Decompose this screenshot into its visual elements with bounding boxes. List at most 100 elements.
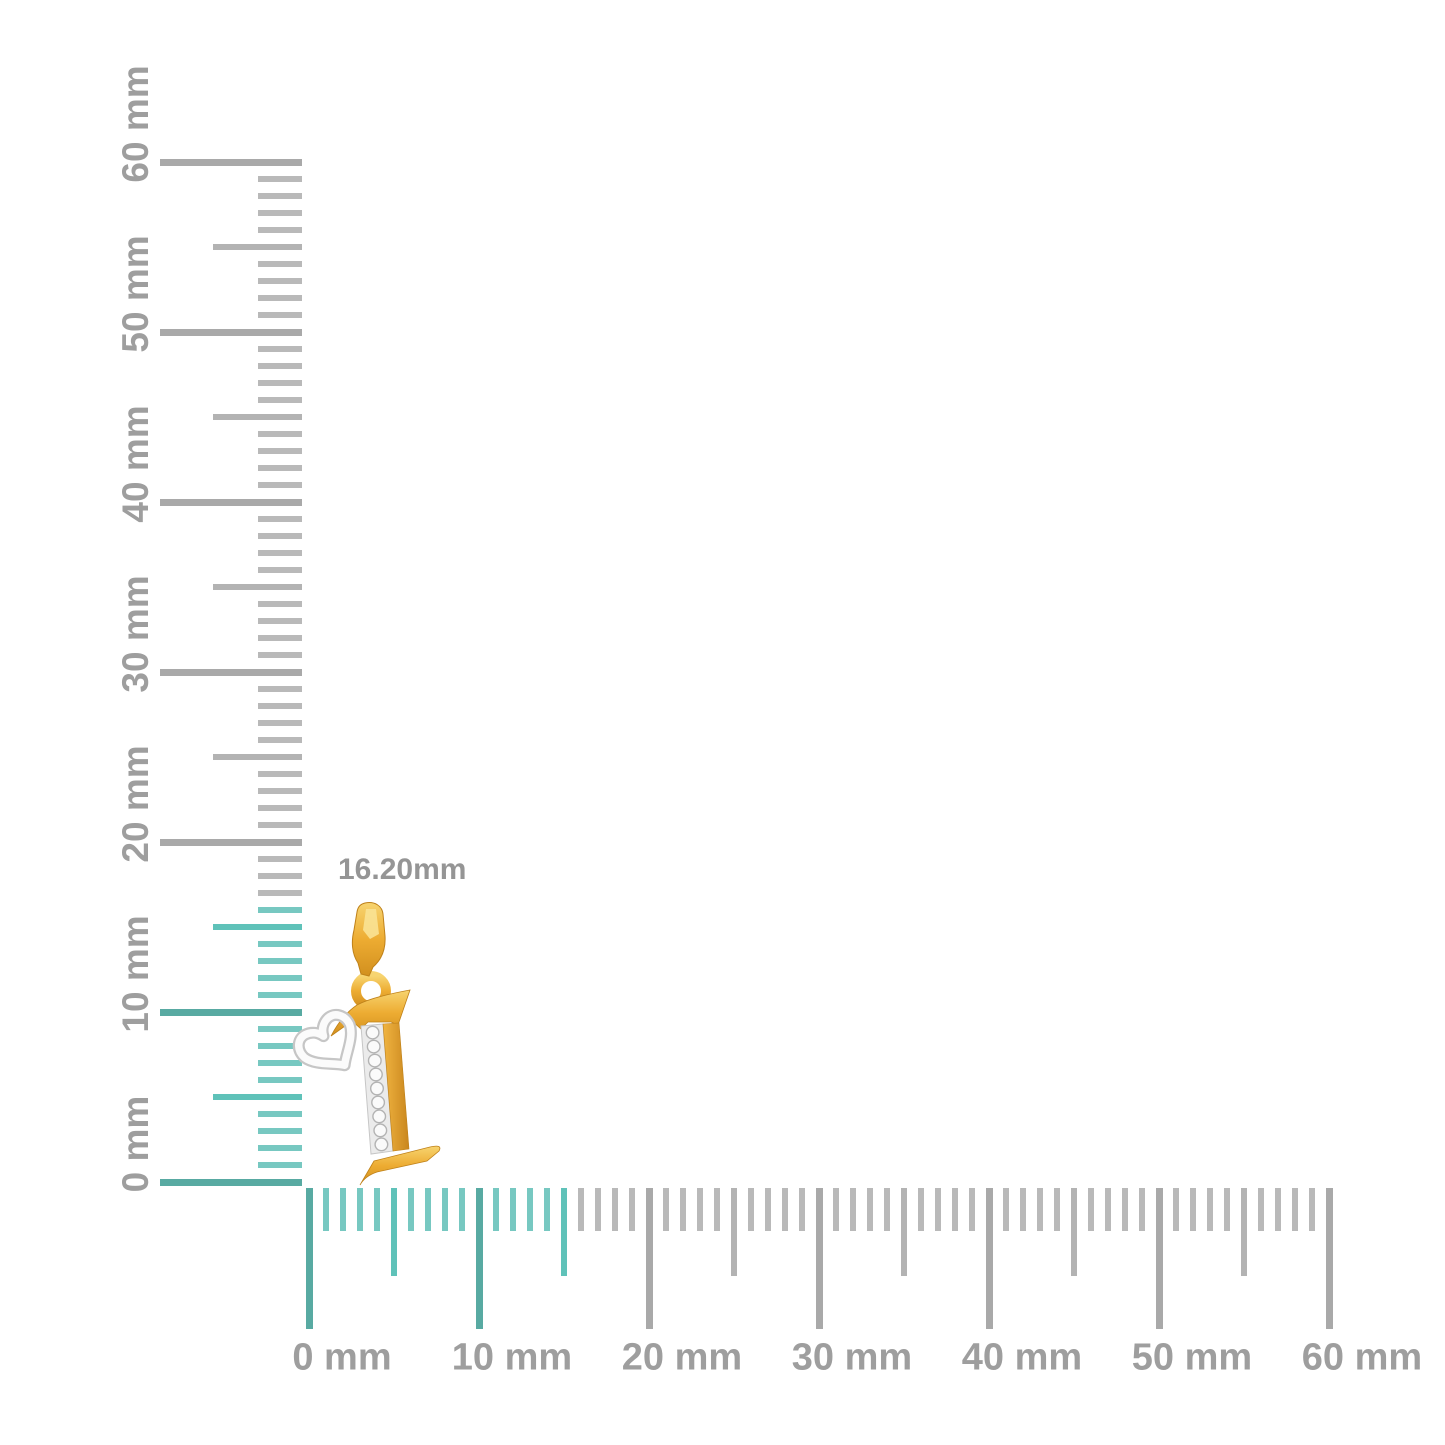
ruler-tick-54mm [258,261,302,267]
ruler-tick-38mm [258,533,302,539]
ruler-tick-29mm [258,686,302,692]
vertical-ruler-label-30mm: 30 mm [115,575,156,693]
letter-i-bottom-serif [359,1145,441,1186]
ruler-tick-21mm [258,822,302,828]
ruler-tick-22mm [258,805,302,811]
ruler-tick-50mm [1155,1188,1163,1329]
ruler-tick-14mm [544,1188,550,1231]
ruler-tick-46mm [258,397,302,403]
ruler-tick-39mm [969,1188,975,1231]
ruler-tick-56mm [1258,1188,1264,1231]
ruler-tick-30mm [160,668,302,676]
ruler-tick-27mm [258,720,302,726]
ruler-tick-34mm [884,1188,890,1231]
diamond-stone [368,1067,383,1082]
diamond-stone [371,1095,386,1110]
vertical-ruler-label-10mm: 10 mm [115,915,156,1033]
ruler-tick-48mm [1122,1188,1128,1231]
diamond-stones [365,1025,389,1152]
diamond-stone [374,1137,389,1152]
ruler-tick-13mm [527,1188,533,1231]
ruler-tick-41mm [1003,1188,1009,1231]
ruler-tick-55mm [1241,1188,1247,1276]
ruler-tick-42mm [258,465,302,471]
ruler-tick-50mm [160,328,302,336]
ruler-tick-16mm [578,1188,584,1231]
ruler-tick-54mm [1224,1188,1230,1231]
ruler-tick-59mm [1309,1188,1315,1231]
ruler-tick-57mm [1275,1188,1281,1231]
diamond-stone [367,1053,382,1068]
vertical-ruler-label-40mm: 40 mm [115,405,156,523]
vertical-ruler-label-50mm: 50 mm [115,235,156,353]
horizontal-ruler-label-0mm: 0 mm [292,1336,392,1379]
ruler-tick-53mm [258,278,302,284]
ruler-tick-40mm [160,498,302,506]
ruler-tick-20mm [645,1188,653,1329]
ruler-tick-43mm [258,448,302,454]
horizontal-ruler-label-30mm: 30 mm [791,1336,913,1379]
ruler-tick-47mm [1105,1188,1111,1231]
ruler-tick-28mm [782,1188,788,1231]
ruler-tick-31mm [833,1188,839,1231]
ruler-tick-35mm [901,1188,907,1276]
ruler-tick-15mm [213,924,302,930]
ruler-tick-0mm [160,1178,302,1186]
ruler-tick-26mm [748,1188,754,1231]
pendant-image [292,902,441,1186]
ruler-tick-30mm [815,1188,823,1329]
diamond-stone [366,1039,381,1054]
ruler-tick-18mm [612,1188,618,1231]
ruler-tick-42mm [1020,1188,1026,1231]
ruler-tick-0mm [305,1188,313,1329]
ruler-tick-10mm [160,1008,302,1016]
vertical-ruler-label-20mm: 20 mm [115,745,156,863]
diamond-stone [370,1081,385,1096]
ruler-tick-34mm [258,601,302,607]
ruler-tick-10mm [475,1188,483,1329]
ruler-tick-20mm [160,838,302,846]
ruler-tick-46mm [1088,1188,1094,1231]
ruler-tick-58mm [1292,1188,1298,1231]
ruler-tick-49mm [258,346,302,352]
ruler-tick-24mm [714,1188,720,1231]
ruler-tick-19mm [629,1188,635,1231]
ruler-tick-33mm [258,618,302,624]
ruler-tick-25mm [213,754,302,760]
ruler-tick-21mm [663,1188,669,1231]
ruler-tick-38mm [952,1188,958,1231]
heart-outline [292,1008,357,1072]
ruler-tick-45mm [1071,1188,1077,1276]
ruler-tick-39mm [258,516,302,522]
ruler-tick-37mm [258,550,302,556]
diamond-stone [365,1025,380,1040]
ruler-tick-32mm [850,1188,856,1231]
ruler-tick-60mm [160,158,302,166]
ruler-tick-23mm [258,788,302,794]
ruler-tick-44mm [258,431,302,437]
ruler-tick-19mm [258,856,302,862]
ruler-tick-15mm [561,1188,567,1276]
ruler-tick-55mm [213,244,302,250]
ruler-tick-5mm [213,1094,302,1100]
ruler-tick-49mm [1139,1188,1145,1231]
ruler-tick-58mm [258,193,302,199]
ruler-tick-28mm [258,703,302,709]
ruler-tick-17mm [595,1188,601,1231]
ruler-tick-56mm [258,227,302,233]
ruler-tick-47mm [258,380,302,386]
ruler-tick-23mm [697,1188,703,1231]
ruler-tick-60mm [1325,1188,1333,1329]
ruler-tick-31mm [258,652,302,658]
ruler-tick-41mm [258,482,302,488]
ruler-tick-36mm [918,1188,924,1231]
ruler-tick-59mm [258,176,302,182]
ruler-tick-43mm [1037,1188,1043,1231]
ruler-tick-44mm [1054,1188,1060,1231]
letter-i-top-serif [330,989,411,1037]
ruler-tick-51mm [1173,1188,1179,1231]
ruler-tick-26mm [258,737,302,743]
ruler-tick-36mm [258,567,302,573]
